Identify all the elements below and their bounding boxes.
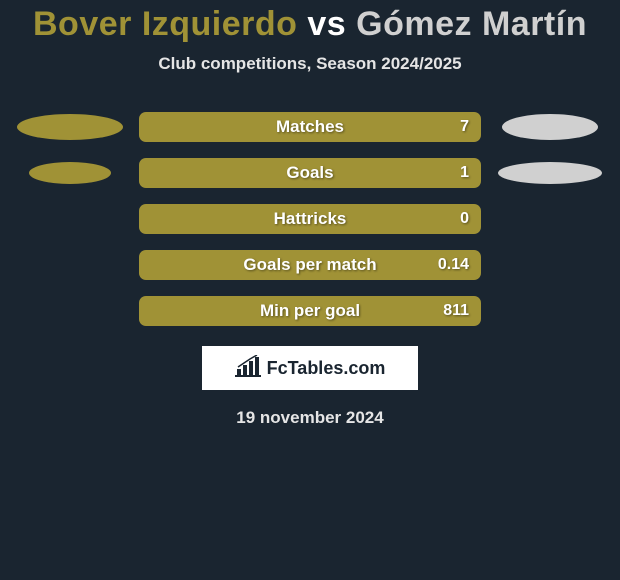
stat-row: Goals 1 [0,158,620,188]
player1-ellipse [29,162,111,184]
stat-bar: Matches 7 [139,112,481,142]
comparison-infographic: Bover Izquierdo vs Gómez Martín Club com… [0,0,620,428]
player2-ellipse [498,162,602,184]
stat-value: 0.14 [438,256,469,274]
vs-text: vs [307,5,346,43]
right-ellipse-slot [481,114,601,140]
stat-label: Min per goal [260,301,360,321]
stat-row: Min per goal 811 [0,296,620,326]
subtitle: Club competitions, Season 2024/2025 [0,54,620,74]
stat-bar: Min per goal 811 [139,296,481,326]
player1-name: Bover Izquierdo [33,5,297,43]
stat-value: 7 [460,118,469,136]
stat-value: 811 [443,302,469,320]
stat-label: Hattricks [274,209,347,229]
stat-value: 1 [460,164,469,182]
date: 19 november 2024 [0,408,620,428]
stat-label: Goals per match [243,255,376,275]
stat-row: Hattricks 0 [0,204,620,234]
stat-value: 0 [460,210,469,228]
stat-row: Goals per match 0.14 [0,250,620,280]
player2-name: Gómez Martín [356,5,587,43]
stat-bar: Hattricks 0 [139,204,481,234]
stat-row: Matches 7 [0,112,620,142]
page-title: Bover Izquierdo vs Gómez Martín [0,5,620,44]
logo: FcTables.com [235,355,386,382]
stat-bar: Goals per match 0.14 [139,250,481,280]
left-ellipse-slot [19,114,139,140]
stat-rows: Matches 7 Goals 1 Hattricks 0 Goals per match 0… [0,112,620,326]
right-ellipse-slot [481,162,601,184]
stat-label: Matches [276,117,344,137]
stat-label: Goals [286,163,333,183]
logo-text: FcTables.com [267,358,386,379]
chart-icon [235,355,261,382]
logo-box: FcTables.com [202,346,418,390]
player2-ellipse [502,114,598,140]
player1-ellipse [17,114,123,140]
left-ellipse-slot [19,162,139,184]
stat-bar: Goals 1 [139,158,481,188]
